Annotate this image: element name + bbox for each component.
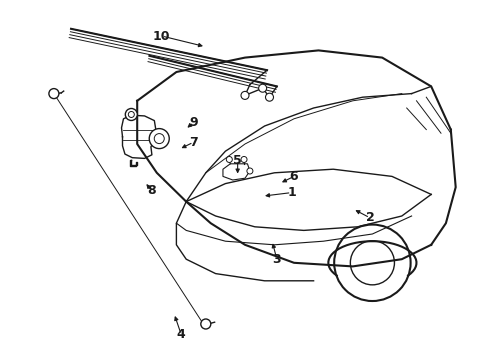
Circle shape <box>241 91 249 99</box>
Circle shape <box>247 168 253 174</box>
Circle shape <box>49 89 59 99</box>
Text: 2: 2 <box>366 211 374 224</box>
Circle shape <box>266 93 273 101</box>
Text: 9: 9 <box>189 116 198 129</box>
Circle shape <box>226 157 232 162</box>
Text: 8: 8 <box>147 184 156 197</box>
Circle shape <box>149 129 169 149</box>
Text: 5: 5 <box>233 154 242 167</box>
Text: 3: 3 <box>272 253 281 266</box>
Text: 1: 1 <box>287 186 296 199</box>
Circle shape <box>259 84 267 92</box>
Circle shape <box>125 108 137 121</box>
Text: 4: 4 <box>177 328 186 341</box>
Text: 6: 6 <box>290 170 298 183</box>
Text: 7: 7 <box>189 136 198 149</box>
Circle shape <box>241 157 247 162</box>
Polygon shape <box>223 164 250 180</box>
Text: 10: 10 <box>153 30 171 42</box>
Circle shape <box>201 319 211 329</box>
